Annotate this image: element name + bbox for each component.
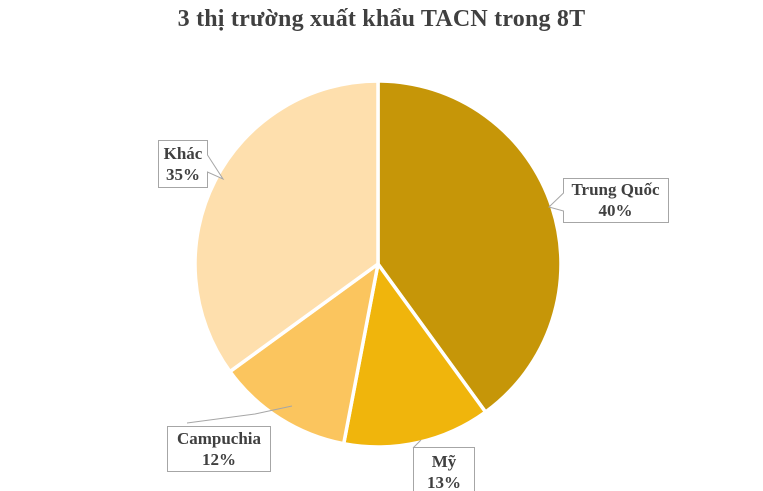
- data-label-my-name: Mỹ: [431, 452, 457, 471]
- pie-slices-group: [193, 79, 563, 449]
- data-label-khac-value: 35%: [166, 164, 200, 184]
- leader-line-my: [412, 439, 422, 449]
- pie-slice-campuchia[interactable]: [228, 262, 380, 446]
- callout-shape-trung-quoc: [548, 178, 669, 223]
- data-label-trung-quoc-name: Trung Quốc: [571, 180, 660, 199]
- callout-shape-my: [413, 447, 475, 491]
- data-label-khac-name: Khác: [163, 143, 203, 163]
- data-label-campuchia-name: Campuchia: [176, 429, 262, 448]
- callout-shape-khac: [158, 140, 225, 188]
- chart-title: 3 thị trường xuất khẩu TACN trong 8T: [177, 6, 586, 32]
- data-label-my[interactable]: Mỹ 13%: [413, 447, 475, 491]
- leader-line-campuchia: [186, 405, 293, 424]
- data-label-trung-quoc-value: 40%: [598, 201, 633, 220]
- pie-slice-khac[interactable]: [193, 79, 380, 374]
- label-annotations-group: [158, 140, 669, 491]
- data-label-campuchia-value: 12%: [202, 450, 236, 469]
- data-label-campuchia[interactable]: Campuchia 12%: [167, 426, 271, 472]
- data-label-my-value: 13%: [427, 473, 461, 491]
- data-label-trung-quoc[interactable]: Trung Quốc 40%: [563, 178, 668, 222]
- data-label-khac[interactable]: Khác 35%: [158, 140, 208, 187]
- callout-shape-campuchia: [167, 426, 271, 472]
